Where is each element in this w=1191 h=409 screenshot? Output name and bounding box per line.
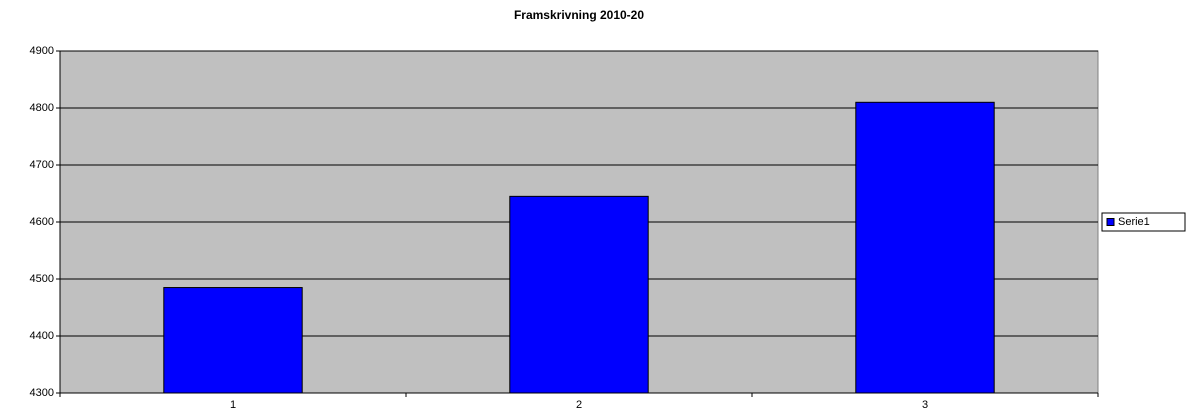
y-tick-label: 4500 xyxy=(30,273,54,285)
x-tick-label: 3 xyxy=(922,399,928,409)
bar xyxy=(163,287,303,394)
legend-label: Serie1 xyxy=(1118,216,1150,228)
legend-swatch xyxy=(1106,218,1115,226)
y-tick-label: 4400 xyxy=(30,330,54,342)
y-tick-label: 4700 xyxy=(30,159,54,171)
y-tick-label: 4300 xyxy=(30,387,54,399)
legend-box xyxy=(1101,212,1186,232)
y-tick-label: 4900 xyxy=(30,45,54,57)
bar xyxy=(855,101,995,394)
y-tick-label: 4800 xyxy=(30,102,54,114)
bar xyxy=(509,195,649,394)
x-tick-label: 1 xyxy=(230,399,236,409)
chart-title: Framskrivning 2010-20 xyxy=(514,8,644,22)
y-tick-label: 4600 xyxy=(30,216,54,228)
x-tick-label: 2 xyxy=(576,399,582,409)
